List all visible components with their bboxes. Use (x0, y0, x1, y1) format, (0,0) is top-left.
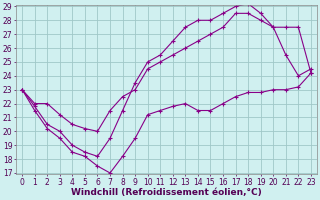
X-axis label: Windchill (Refroidissement éolien,°C): Windchill (Refroidissement éolien,°C) (71, 188, 262, 197)
